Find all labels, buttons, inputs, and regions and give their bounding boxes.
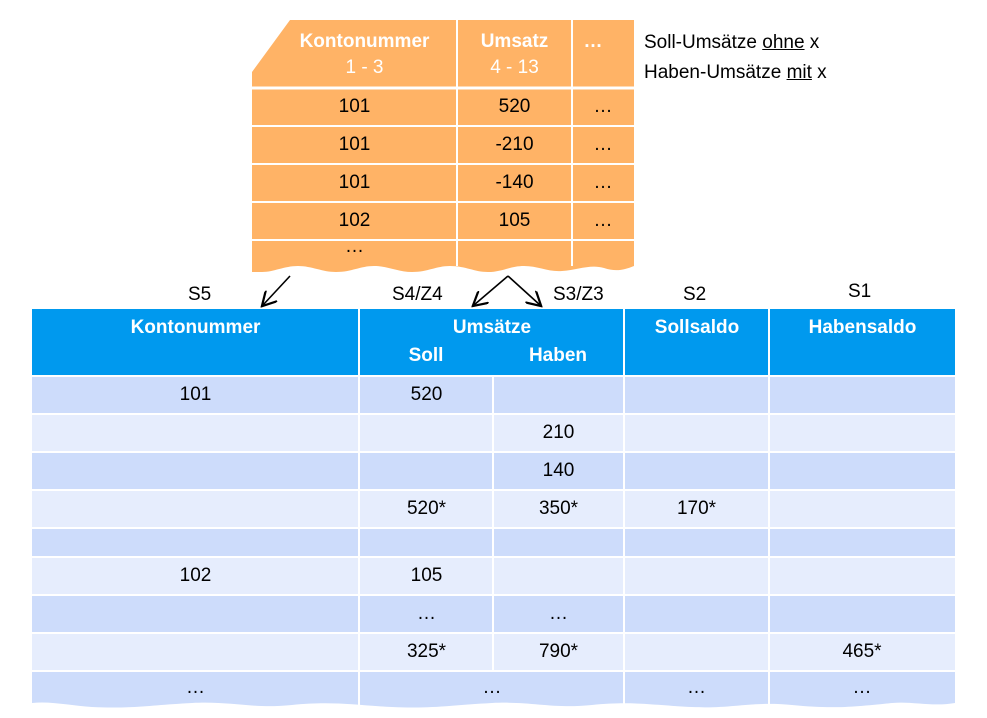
source-cell: … [593,210,613,231]
cell-konto: 102 [179,565,212,586]
arrow-haben [507,275,540,305]
arrow-konto [263,275,291,305]
source-cell: -140 [495,172,534,193]
source-header-konto-range: 1 - 3 [345,57,384,78]
cell-konto: … [186,677,205,698]
source-cell: 101 [338,134,371,155]
header-haben: Haben [528,345,588,366]
cell-habensaldo: … [852,677,872,698]
source-cell: … [593,134,613,155]
header-sollsaldo: Sollsaldo [625,309,769,375]
label-s5: S5 [188,284,212,305]
source-header-more: … [583,31,603,52]
source-header-umsatz: Umsatz [480,31,549,52]
header-konto: Kontonummer [32,309,359,375]
label-s4z4: S4/Z4 [392,284,443,305]
cell-soll: 105 [410,565,443,586]
cell-soll: … [417,603,436,624]
source-cell: 102 [338,210,371,231]
cell-haben: 350* [538,498,579,519]
cell-umsaetze: … [482,677,502,698]
table-grid [32,309,955,705]
source-cell: 101 [338,96,371,117]
table-row-last [32,671,955,708]
cell-haben: 140 [542,460,575,481]
cell-sollsaldo: 170* [676,498,717,519]
note-line-1: Soll-Umsätze ohne x [644,32,820,53]
cell-soll: 520 [410,384,443,405]
source-table-shape [252,20,634,272]
header-umsaetze: Umsätze Soll Haben [360,309,624,375]
source-header-umsatz-range: 4 - 13 [490,57,539,78]
cell-soll: 520* [406,498,447,519]
source-cell: -210 [495,134,534,155]
source-cell: 101 [338,172,371,193]
label-s2: S2 [683,284,707,305]
label-s3z3: S3/Z3 [553,284,604,305]
label-s1: S1 [848,281,872,302]
cell-soll: 325* [406,641,447,662]
cell-haben: 790* [538,641,579,662]
cell-haben: … [549,603,568,624]
source-cell: … [345,236,364,257]
source-header-konto: Kontonummer [299,31,430,52]
source-cell: … [593,96,613,117]
source-cell: 520 [498,96,531,117]
header-soll: Soll [408,345,444,366]
source-table: Kontonummer 1 - 3 Umsatz 4 - 13 … 101 52… [252,20,634,272]
arrow-soll [474,275,509,305]
note-line-2: Haben-Umsätze mit x [644,62,827,83]
note: Soll-Umsätze ohne x Haben-Umsätze mit x [644,28,827,88]
source-cell: 105 [498,210,531,231]
cell-sollsaldo: … [687,677,706,698]
header-habensaldo: Habensaldo [770,309,955,375]
result-table: Kontonummer Umsätze Soll Haben Sollsaldo… [32,309,955,709]
cell-haben: 210 [542,422,575,443]
source-cell: … [593,172,613,193]
cell-konto: 101 [179,384,212,405]
cell-habensaldo: 465* [842,641,882,662]
